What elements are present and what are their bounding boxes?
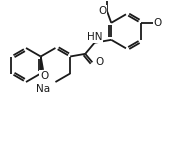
Text: O: O <box>154 18 162 28</box>
Text: O: O <box>95 57 104 67</box>
Text: Na: Na <box>36 84 50 94</box>
Text: O: O <box>40 71 48 81</box>
Text: HN: HN <box>87 32 102 42</box>
Text: O: O <box>98 6 106 16</box>
